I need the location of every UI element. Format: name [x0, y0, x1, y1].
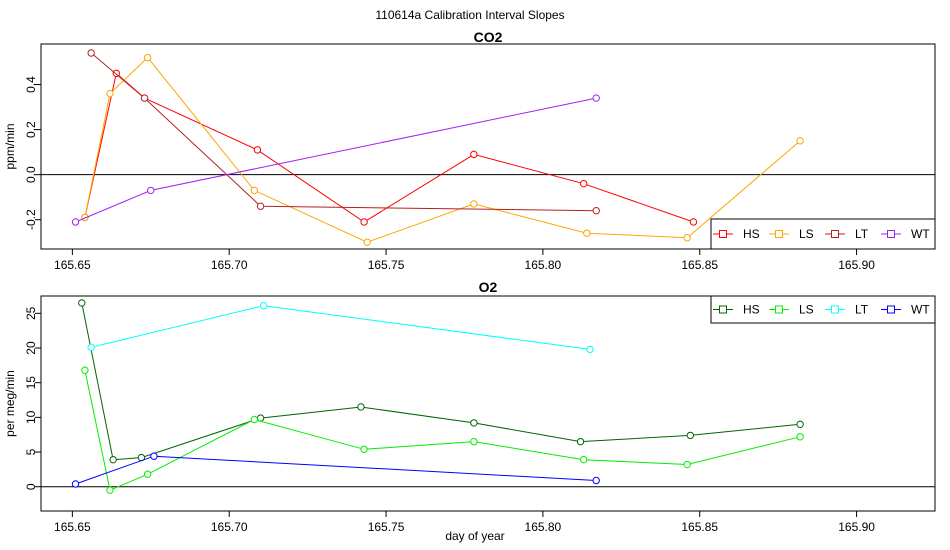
o2-series-ls-point [579, 455, 588, 464]
o2-legend-swatch-marker [719, 305, 727, 314]
o2-series-wt-line [75, 455, 597, 485]
co2-series-ls-point [143, 53, 152, 62]
co2-series-ls-point [363, 238, 371, 246]
co2-series-lt-line [90, 52, 597, 212]
o2-series-ls-point [106, 486, 114, 494]
o2-series-ls-point [470, 437, 478, 446]
co2-legend-label-wt: WT [911, 227, 930, 241]
o2-series-hs-point [576, 437, 585, 446]
co2-series-hs-point [360, 218, 368, 226]
co2-y-tick-label: 0.0 [24, 166, 38, 183]
co2-series-ls-point [583, 229, 591, 237]
o2-series-ls-point [796, 433, 804, 441]
co2-legend-swatch-marker [831, 230, 839, 238]
o2-legend-label-hs: HS [743, 303, 760, 317]
o2-y-tick-label: 25 [24, 306, 38, 320]
o2-legend-swatch-marker [887, 305, 895, 314]
o2-y-tick-label: 20 [24, 341, 38, 355]
co2-legend-label-hs: HS [743, 227, 760, 241]
o2-x-tick-label: 165.75 [368, 520, 405, 534]
o2-plot-frame [40, 295, 936, 512]
o2-y-axis-label: per meg/min [3, 370, 17, 437]
co2-series-wt-point [592, 94, 600, 102]
co2-series-hs-point [689, 218, 698, 226]
o2-series-lt-point [260, 302, 268, 310]
co2-y-tick-label: -0.2 [24, 209, 38, 230]
o2-series-lt-point [87, 343, 95, 352]
o2-x-tick-label: 165.85 [681, 520, 718, 534]
o2-x-tick-label: 165.80 [525, 520, 562, 534]
o2-panel: O2 per meg/min 165.65 165.70 165.75 165.80 165… [3, 279, 936, 534]
co2-series-ls-point [106, 89, 114, 98]
o2-series-ls-point [250, 415, 259, 424]
o2-legend-swatch-marker [775, 305, 783, 314]
co2-panel: CO2 ppm/min 165.65 165.70 165.75 165.80 165.85… [3, 29, 936, 272]
co2-series-wt-point [147, 186, 155, 195]
co2-series-ls-point [683, 234, 691, 242]
co2-legend-label-lt: LT [855, 227, 869, 241]
co2-panel-title: CO2 [474, 29, 503, 45]
o2-series-hs-point [686, 431, 695, 440]
co2-series-hs-point [470, 150, 478, 159]
co2-series-hs-point [579, 179, 588, 188]
co2-series-ls-point [796, 137, 804, 145]
o2-series-ls-point [683, 460, 691, 469]
co2-series-wt-point [71, 218, 80, 226]
co2-y-tick-label: 0.2 [24, 121, 38, 138]
o2-series-wt-point [71, 480, 80, 488]
co2-legend-swatch-marker [775, 230, 783, 238]
co2-y-axis-label: ppm/min [3, 123, 17, 169]
o2-series-hs-point [357, 403, 365, 411]
co2-series-hs-point [253, 146, 262, 154]
o2-series-ls-point [81, 366, 89, 374]
o2-x-tick-label: 165.65 [54, 520, 91, 534]
o2-legend-label-lt: LT [855, 303, 869, 317]
o2-y-tick-label: 0 [24, 483, 38, 490]
o2-legend-label-ls: LS [799, 303, 814, 317]
o2-series-ls-point [143, 470, 152, 478]
co2-plot-frame [40, 43, 936, 250]
x-axis-label: day of year [445, 529, 504, 543]
o2-series-wt-point [592, 476, 600, 485]
co2-x-tick-label: 165.80 [525, 258, 562, 272]
co2-x-tick-label: 165.85 [681, 258, 718, 272]
o2-series-lt-line [91, 305, 590, 350]
o2-series-hs-point [109, 455, 117, 464]
co2-series-ls-line [84, 56, 801, 243]
co2-series-lt-point [256, 202, 265, 210]
co2-series-lt-point [87, 49, 95, 57]
co2-series-hs-line [84, 72, 694, 223]
o2-y-tick-label: 15 [24, 376, 38, 390]
co2-x-tick-label: 165.65 [54, 258, 91, 272]
o2-series-hs-point [470, 419, 478, 427]
co2-y-tick-label: 0.4 [24, 76, 38, 93]
o2-panel-title: O2 [479, 279, 498, 295]
co2-series-lt-point [592, 207, 600, 215]
o2-series-hs-point [796, 420, 804, 429]
co2-legend-label-ls: LS [799, 227, 814, 241]
o2-x-tick-label: 165.70 [211, 520, 248, 534]
co2-x-tick-label: 165.70 [211, 258, 248, 272]
o2-series-ls-point [360, 445, 368, 453]
co2-series-ls-point [250, 186, 259, 195]
o2-series-hs-point [78, 299, 86, 307]
figure-title: 110614a Calibration Interval Slopes [375, 8, 564, 22]
o2-legend-label-wt: WT [911, 303, 930, 317]
o2-legend-swatch-marker [831, 305, 839, 314]
co2-x-tick-label: 165.90 [838, 258, 875, 272]
o2-y-tick-label: 5 [24, 448, 38, 455]
co2-x-tick-label: 165.75 [368, 258, 405, 272]
o2-series-wt-point [150, 452, 158, 460]
o2-series-lt-point [586, 345, 594, 354]
co2-series-hs-point [112, 69, 120, 77]
o2-x-tick-label: 165.90 [838, 520, 875, 534]
co2-legend-swatch-marker [719, 230, 727, 238]
co2-legend-swatch-marker [887, 230, 895, 238]
co2-series-ls-point [470, 200, 478, 208]
o2-y-tick-label: 10 [24, 410, 38, 424]
co2-series-lt-point [140, 94, 149, 102]
